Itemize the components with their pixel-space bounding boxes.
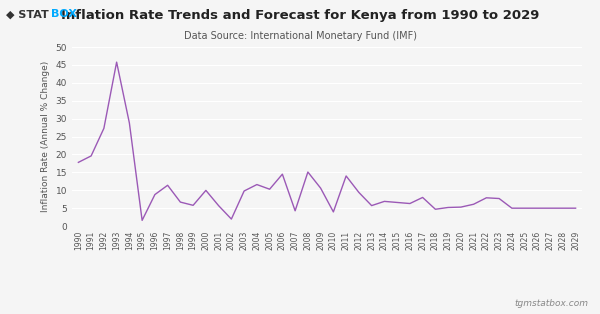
Text: ◆ STAT: ◆ STAT <box>6 9 49 19</box>
Text: Inflation Rate Trends and Forecast for Kenya from 1990 to 2029: Inflation Rate Trends and Forecast for K… <box>61 9 539 22</box>
Y-axis label: Inflation Rate (Annual % Change): Inflation Rate (Annual % Change) <box>41 61 50 212</box>
Text: BOX: BOX <box>51 9 77 19</box>
Text: tgmstatbox.com: tgmstatbox.com <box>514 299 588 308</box>
Text: Data Source: International Monetary Fund (IMF): Data Source: International Monetary Fund… <box>184 31 416 41</box>
